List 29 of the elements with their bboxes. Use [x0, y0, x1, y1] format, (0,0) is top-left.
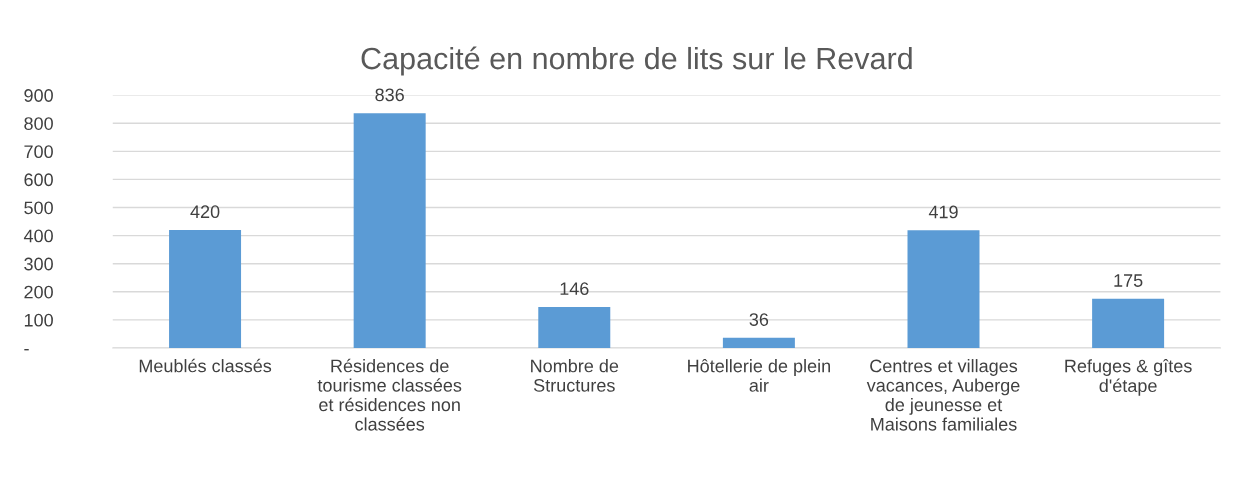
y-tick-label: 300: [24, 257, 53, 271]
y-tick-label: 700: [24, 145, 53, 159]
x-tick-label: Nombre de Structures: [531, 359, 619, 392]
y-tick-label: 500: [24, 201, 53, 215]
y-tick-label: 100: [24, 313, 53, 327]
bar: [907, 230, 980, 348]
x-tick-label: Refuges & gîtes d'étape: [1065, 359, 1192, 396]
y-tick-label: 400: [23, 229, 53, 243]
data-label: 175: [1114, 274, 1143, 287]
chart-title: Capacité en nombre de lits sur le Revard: [361, 46, 912, 76]
data-label: 420: [190, 205, 220, 219]
y-tick-label: 900: [24, 89, 53, 102]
y-tick-label: -: [24, 348, 29, 351]
data-label: 836: [375, 88, 404, 102]
y-tick-label: 200: [24, 285, 53, 299]
bar: [169, 229, 242, 348]
bar: [1092, 298, 1165, 348]
x-tick-label: Meublés classés: [139, 358, 272, 373]
x-tick-label: Centres et villages vacances, Auberge de jeunesse et Maisons familiales: [866, 359, 1020, 431]
bar: [538, 306, 611, 348]
bar: [353, 113, 426, 348]
x-tick-label: Hôtellerie de plein air: [688, 359, 830, 392]
x-tick-label: Résidences de tourisme classées et résidences non classées: [317, 358, 462, 431]
data-label: 419: [928, 205, 958, 219]
y-tick-label: 600: [24, 173, 53, 187]
data-label: 36: [749, 313, 769, 326]
data-label: 146: [560, 282, 589, 296]
y-tick-label: 800: [24, 117, 53, 130]
bar: [722, 337, 795, 348]
